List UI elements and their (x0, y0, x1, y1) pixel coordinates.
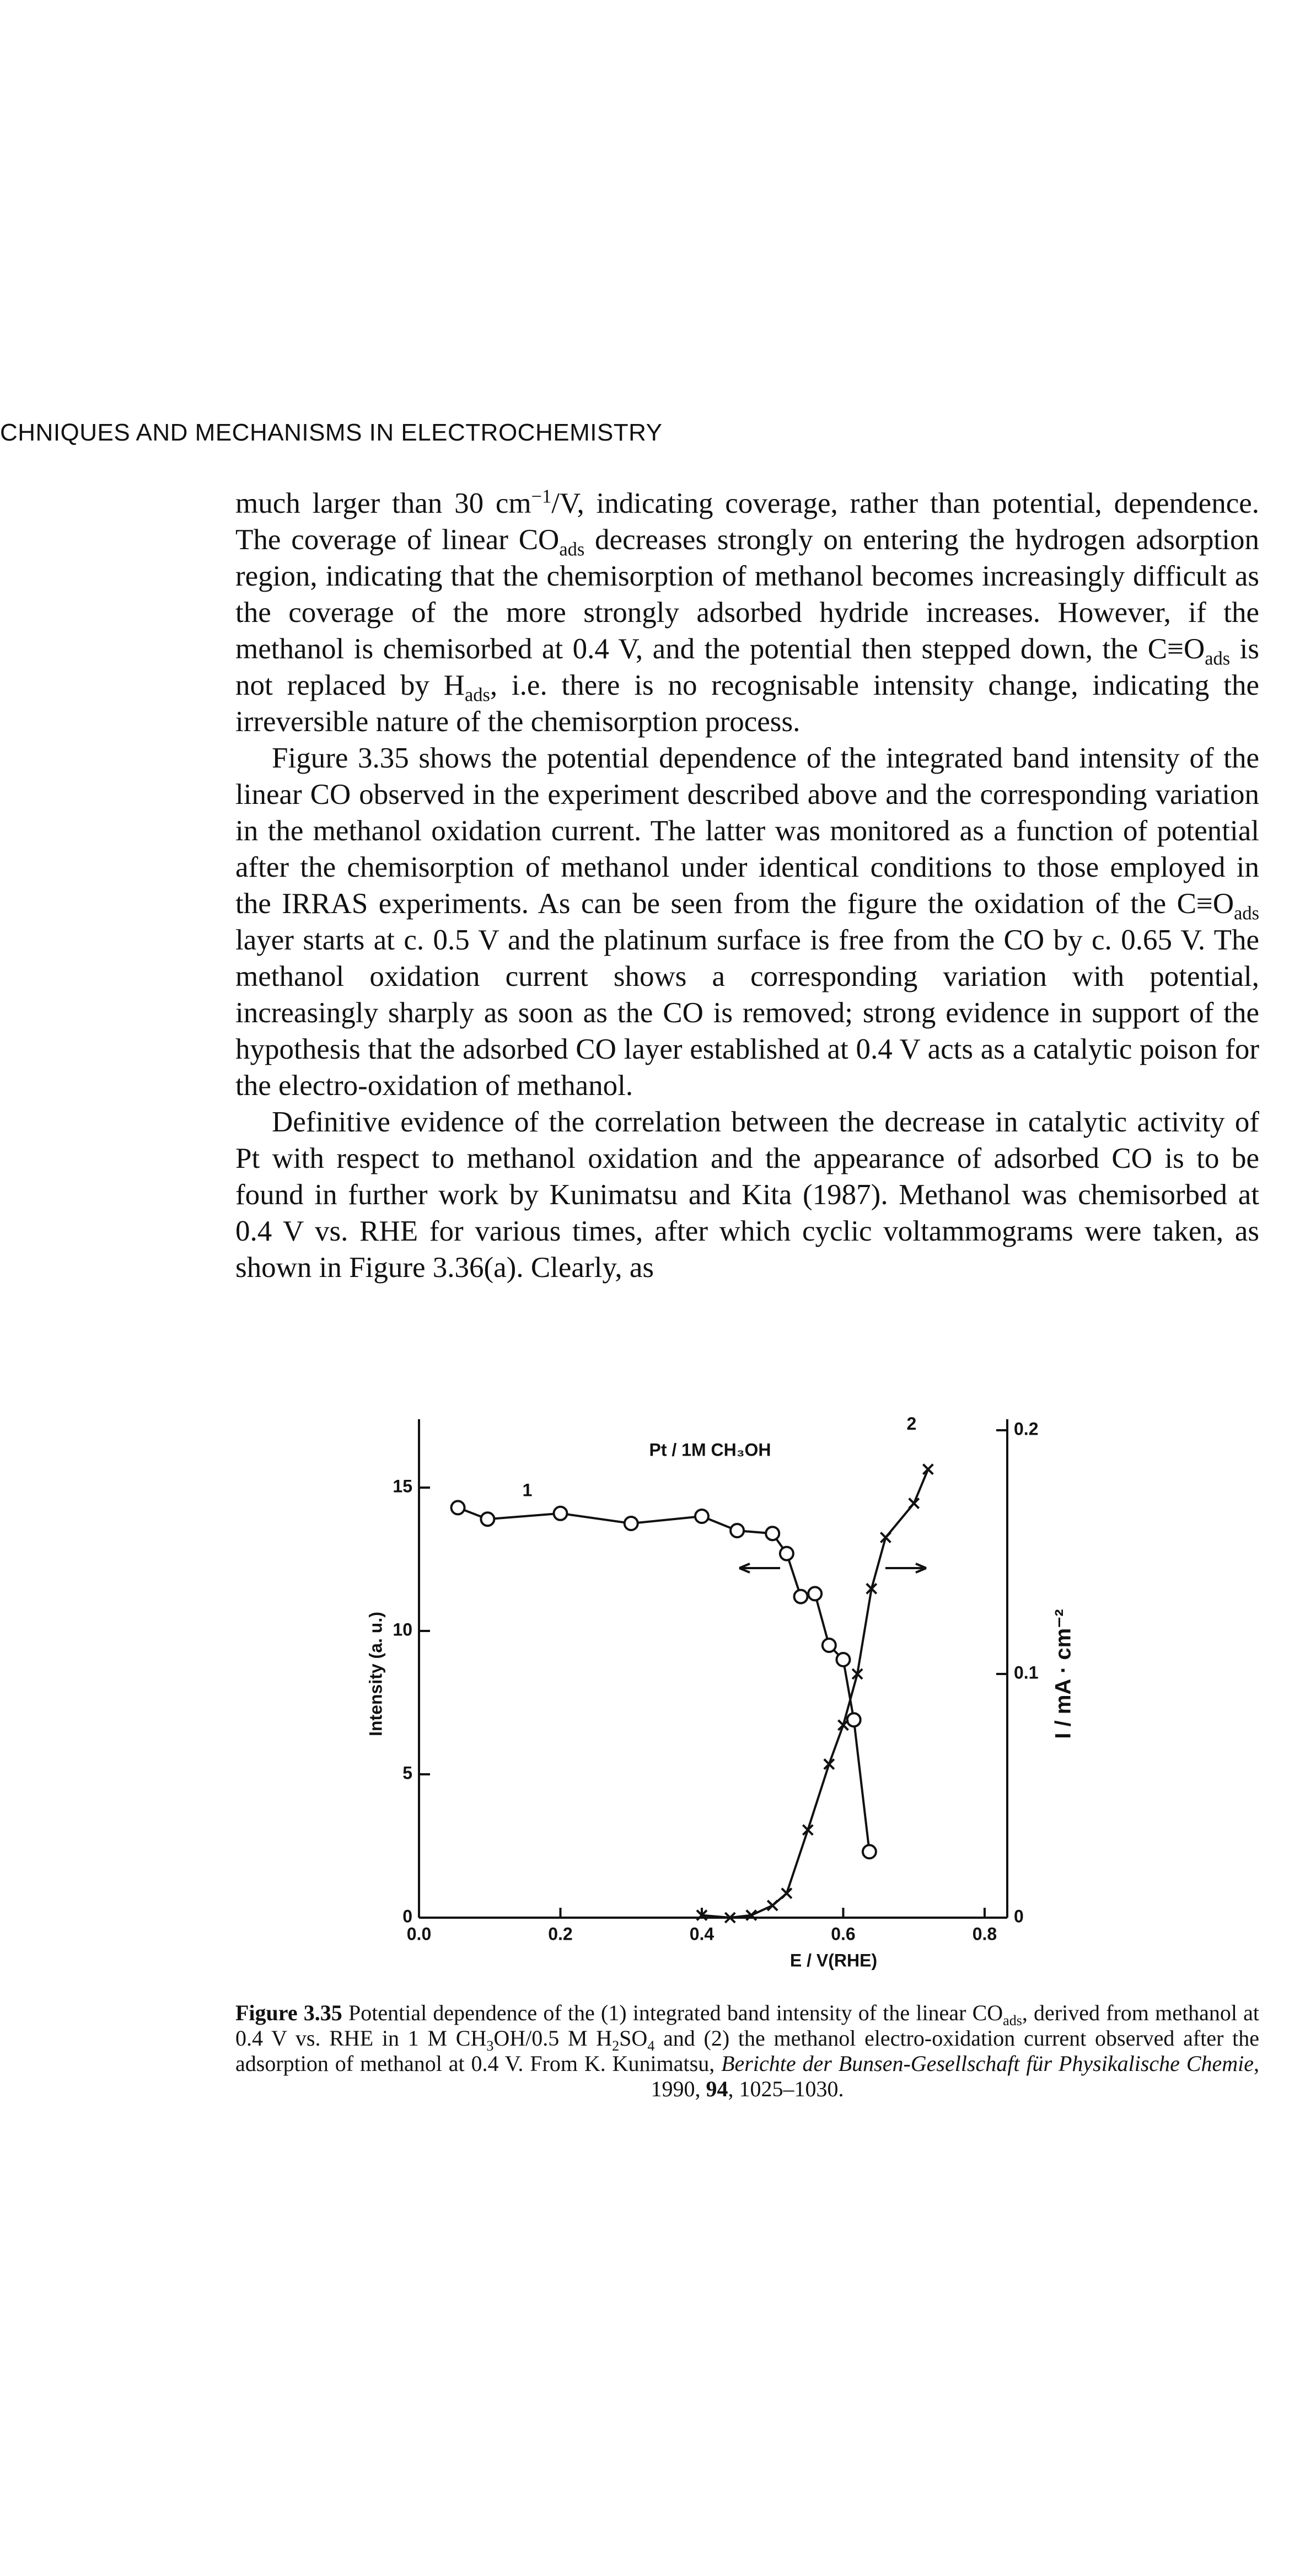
x-tick-label: 0.8 (973, 1924, 997, 1944)
arrow-right (885, 1563, 927, 1574)
text-run: SO (619, 2026, 648, 2051)
data-point (823, 1758, 835, 1770)
data-point (846, 1712, 862, 1728)
text-run: OH/0.5 M H (493, 2026, 613, 2051)
chart-title: Pt / 1M CH₃OH (649, 1440, 771, 1459)
data-point (866, 1582, 878, 1595)
text-run: and (2) the methanol electro-oxidation c… (235, 2026, 1259, 2076)
caption: Figure 3.35 Potential dependence of the … (235, 2000, 1259, 2102)
caption-pages: , 1025–1030. (728, 2076, 844, 2101)
data-point (778, 1545, 794, 1561)
series-line (457, 1506, 871, 1852)
caption-text: Potential dependence of the (1) integrat… (235, 2000, 1259, 2076)
subscript: 3 (486, 2038, 494, 2054)
x-axis-label: E / V(RHE) (790, 1950, 877, 1970)
data-point (724, 1912, 736, 1924)
y2-tick-label: 0 (1014, 1906, 1024, 1926)
data-point (766, 1899, 778, 1912)
text-run: layer starts at c. 0.5 V and the platinu… (235, 924, 1259, 1102)
text-run: Definitive evidence of the correlation b… (235, 1106, 1259, 1284)
data-point (694, 1509, 710, 1524)
text-run: much larger than 30 cm (235, 487, 531, 519)
data-point (793, 1588, 809, 1604)
x-tick-label: 0.0 (407, 1924, 431, 1944)
arrow-left (739, 1563, 780, 1574)
y-axis-label: Intensity (a. u.) (366, 1612, 385, 1736)
y2-axis-label: I / mA · cm⁻² (1051, 1609, 1076, 1738)
data-point (480, 1511, 496, 1527)
y2-tick-label: 0.1 (1014, 1662, 1038, 1682)
data-point (696, 1909, 708, 1921)
y-tick-label: 15 (393, 1476, 412, 1496)
paragraph: Definitive evidence of the correlation b… (235, 1104, 1259, 1286)
subscript: 2 (612, 2038, 620, 2054)
subscript: 4 (647, 2038, 655, 2054)
data-point (450, 1500, 466, 1516)
y-tick-label: 0 (402, 1906, 412, 1926)
series-label: 1 (523, 1480, 533, 1500)
data-point (807, 1586, 823, 1602)
data-point (781, 1887, 793, 1899)
text-run: Potential dependence of the (1) integrat… (342, 2000, 1003, 2025)
subscript: ads (1234, 903, 1259, 924)
data-point (802, 1824, 814, 1836)
text-run: , derived from methanol at 0.4 V vs. RHE… (235, 2000, 1260, 2051)
y-tick-label: 5 (402, 1763, 412, 1783)
data-point (765, 1526, 781, 1542)
superscript: −1 (531, 486, 552, 507)
data-point (880, 1532, 891, 1543)
paragraph: much larger than 30 cm−1/V, indicating c… (235, 485, 1259, 740)
text-run: is not replaced by H (235, 633, 1259, 701)
caption-volume: 94 (706, 2076, 728, 2101)
data-point (922, 1463, 934, 1475)
x-tick-label: 0.6 (831, 1924, 855, 1944)
x-tick-label: 0.2 (548, 1924, 572, 1944)
data-point (908, 1498, 920, 1510)
series-label: 2 (906, 1414, 916, 1434)
text-run: /V, indicating coverage, rather than pot… (235, 487, 1259, 556)
data-point (821, 1638, 837, 1653)
data-point (835, 1652, 851, 1667)
x-tick-label: 0.4 (690, 1924, 715, 1944)
data-point (729, 1523, 745, 1538)
caption-year: , 1990, (651, 2051, 1260, 2101)
subscript: ads (1205, 648, 1231, 669)
running-header: CHNIQUES AND MECHANISMS IN ELECTROCHEMIS… (0, 419, 663, 446)
data-point (861, 1844, 877, 1860)
subscript: ads (559, 539, 585, 560)
text-run: , i.e. there is no recognisable intensit… (235, 669, 1259, 738)
text-run: decreases strongly on entering the hydro… (235, 524, 1259, 665)
data-point (745, 1909, 758, 1921)
data-point (851, 1668, 863, 1680)
caption-label: Figure 3.35 (235, 2000, 342, 2025)
paragraph: Figure 3.35 shows the potential dependen… (235, 740, 1259, 1104)
y2-tick-label: 0.2 (1014, 1419, 1038, 1439)
caption-journal: Berichte der Bunsen-Gesellschaft für Phy… (721, 2051, 1254, 2076)
data-point (623, 1516, 639, 1531)
data-point (552, 1505, 568, 1521)
y-tick-label: 10 (393, 1619, 412, 1639)
body-text: much larger than 30 cm−1/V, indicating c… (235, 485, 1259, 1286)
data-point (837, 1719, 849, 1731)
text-run: Figure 3.35 shows the potential dependen… (235, 742, 1259, 920)
subscript: ads (464, 684, 490, 706)
